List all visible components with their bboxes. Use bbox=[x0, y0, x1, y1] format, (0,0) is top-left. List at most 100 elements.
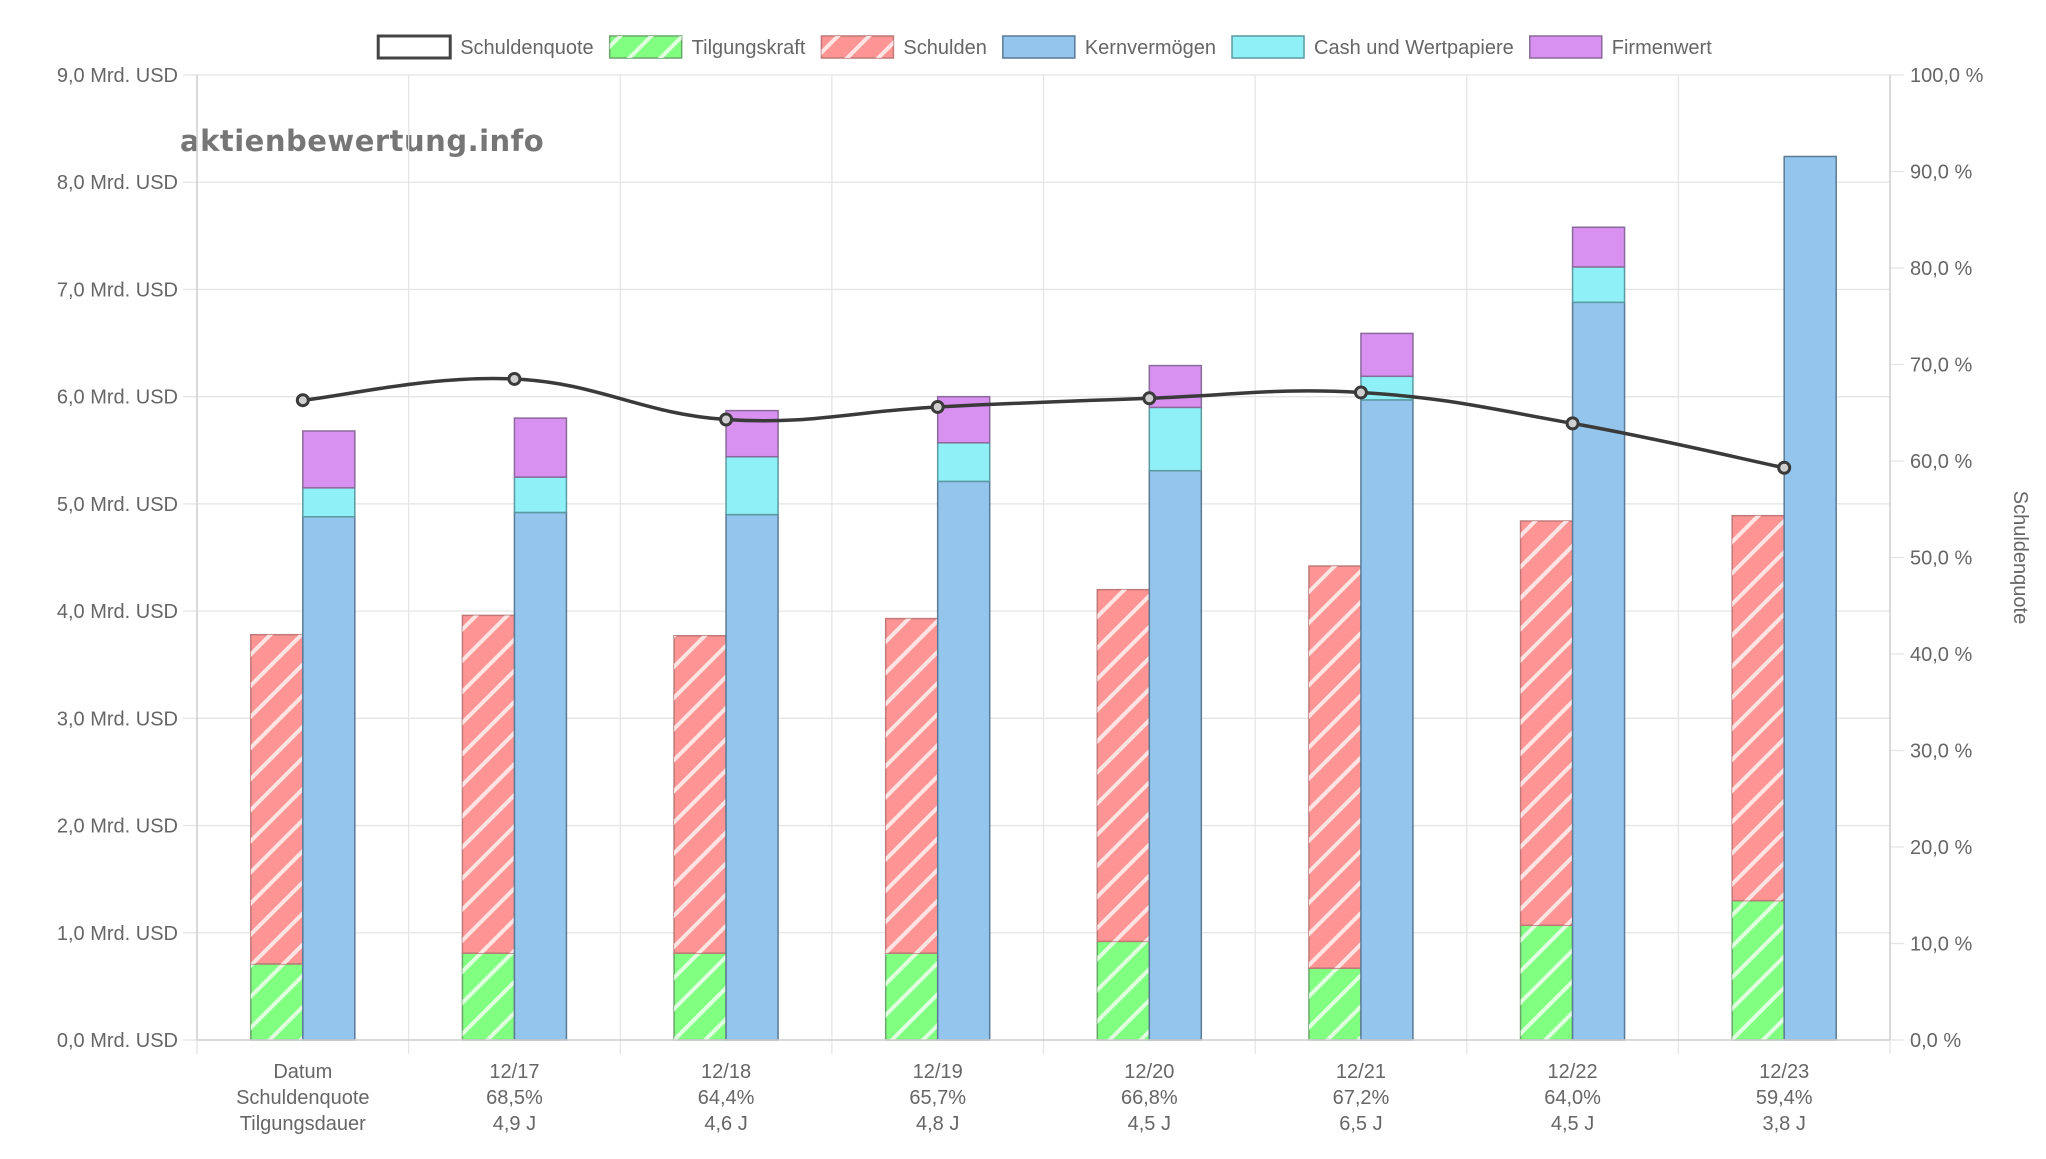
x-tick-label: 64,4% bbox=[698, 1087, 755, 1109]
y-tick-label: 4,0 Mrd. USD bbox=[57, 601, 178, 623]
y2-tick-label: 20,0 % bbox=[1910, 837, 1972, 859]
x-tick-label: Schuldenquote bbox=[236, 1087, 369, 1109]
y-tick-label: 1,0 Mrd. USD bbox=[57, 923, 178, 945]
bar-tilgungskraft-hatch bbox=[885, 953, 938, 1040]
schuldenquote-line-path bbox=[302, 376, 1785, 470]
bar-firmenwert bbox=[302, 430, 356, 489]
x-tick-label: 67,2% bbox=[1333, 1087, 1390, 1109]
bar-tilgungskraft-hatch bbox=[1097, 941, 1150, 1040]
y2-tick-label: 10,0 % bbox=[1910, 934, 1972, 956]
legend-swatch-hatch bbox=[821, 36, 894, 58]
y2-tick-label: 0,0 % bbox=[1910, 1030, 1961, 1052]
schuldenquote-point bbox=[719, 412, 734, 427]
bar-tilgungskraft-hatch bbox=[674, 953, 727, 1040]
bar-schulden-hatch bbox=[1520, 521, 1573, 926]
x-tick-label: 66,8% bbox=[1121, 1087, 1178, 1109]
x-tick-label: 6,5 J bbox=[1339, 1113, 1382, 1135]
legend-swatch bbox=[376, 34, 452, 60]
schuldenquote-point bbox=[1142, 391, 1157, 406]
x-tick-label: 4,9 J bbox=[493, 1113, 536, 1135]
legend: Schuldenquote Tilgungskraft Schulden Kernve… bbox=[376, 34, 1712, 60]
x-tick-label: 4,5 J bbox=[1551, 1113, 1594, 1135]
y2-tick-label: 60,0 % bbox=[1910, 451, 1972, 473]
bars bbox=[250, 155, 1837, 1041]
x-tick-label: 12/22 bbox=[1548, 1061, 1598, 1083]
legend-label: Schulden bbox=[903, 37, 986, 59]
bar-tilgungskraft-hatch bbox=[250, 963, 303, 1040]
bar-kernvermögen bbox=[1783, 155, 1837, 1041]
y-tick-label: 3,0 Mrd. USD bbox=[57, 708, 178, 730]
y-tick-label: 7,0 Mrd. USD bbox=[57, 279, 178, 301]
bar-tilgungskraft-hatch bbox=[1308, 968, 1361, 1040]
bar-kernvermögen bbox=[1360, 399, 1414, 1041]
y-tick-label: 0,0 Mrd. USD bbox=[57, 1030, 178, 1052]
y2-axis-title: Schuldenquote bbox=[2009, 491, 2031, 624]
x-tick-label: 4,6 J bbox=[704, 1113, 747, 1135]
bar-firmenwert bbox=[1148, 364, 1203, 409]
schuldenquote-point bbox=[1353, 385, 1368, 400]
bar-schulden-hatch bbox=[462, 615, 515, 954]
bar-firmenwert bbox=[1360, 332, 1414, 378]
y-tick-label: 5,0 Mrd. USD bbox=[57, 494, 178, 516]
y2-tick-label: 100,0 % bbox=[1910, 65, 1984, 87]
legend-swatch bbox=[1529, 35, 1603, 59]
x-tick-label: 59,4% bbox=[1756, 1087, 1813, 1109]
y-tick-label: 2,0 Mrd. USD bbox=[57, 816, 178, 838]
x-tick-label: 68,5% bbox=[486, 1087, 543, 1109]
bar-firmenwert bbox=[1571, 226, 1626, 268]
bar-cash-und-wertpapiere bbox=[1571, 266, 1626, 304]
schuldenquote-point bbox=[295, 393, 310, 408]
y2-tick-label: 70,0 % bbox=[1910, 355, 1972, 377]
y-tick-label: 8,0 Mrd. USD bbox=[57, 172, 178, 194]
bar-tilgungskraft-hatch bbox=[462, 953, 515, 1040]
schuldenquote-point bbox=[1565, 416, 1580, 431]
bar-firmenwert bbox=[725, 409, 779, 458]
y2-tick-label: 80,0 % bbox=[1910, 258, 1972, 280]
y2-tick-label: 40,0 % bbox=[1910, 644, 1972, 666]
legend-item: Firmenwert bbox=[1529, 35, 1712, 59]
bar-kernvermögen bbox=[302, 516, 356, 1041]
bar-cash-und-wertpapiere bbox=[302, 487, 356, 518]
bar-cash-und-wertpapiere bbox=[936, 442, 991, 483]
legend-label: Cash und Wertpapiere bbox=[1314, 37, 1514, 59]
y-tick-label: 9,0 Mrd. USD bbox=[57, 65, 178, 87]
legend-swatch bbox=[1002, 35, 1076, 59]
legend-label: Schuldenquote bbox=[460, 37, 593, 59]
x-tick-label: 4,8 J bbox=[916, 1113, 959, 1135]
y2-tick-label: 50,0 % bbox=[1910, 548, 1972, 570]
x-tick-label: 12/19 bbox=[913, 1061, 963, 1083]
legend-item: Kernvermögen bbox=[1002, 35, 1216, 59]
bar-cash-und-wertpapiere bbox=[725, 455, 779, 516]
schuldenquote-line bbox=[295, 371, 1792, 475]
schuldenquote-point bbox=[930, 399, 945, 414]
x-tick-label: 12/17 bbox=[489, 1061, 539, 1083]
legend-label: Tilgungskraft bbox=[692, 37, 806, 59]
legend-item: Cash und Wertpapiere bbox=[1231, 35, 1514, 59]
x-tick-label: 12/18 bbox=[701, 1061, 751, 1083]
bar-firmenwert bbox=[513, 417, 568, 478]
grid-lines bbox=[183, 74, 1904, 1054]
bar-schulden-hatch bbox=[1308, 566, 1361, 969]
bar-tilgungskraft-hatch bbox=[1520, 925, 1573, 1040]
legend-swatch bbox=[1231, 35, 1305, 59]
x-tick-label: 4,5 J bbox=[1128, 1113, 1171, 1135]
legend-item: Tilgungskraft bbox=[608, 35, 806, 59]
bar-cash-und-wertpapiere bbox=[1148, 406, 1203, 472]
bar-kernvermögen bbox=[1571, 301, 1626, 1041]
legend-label: Firmenwert bbox=[1612, 37, 1712, 59]
bar-cash-und-wertpapiere bbox=[513, 476, 568, 514]
x-tick-label: 12/21 bbox=[1336, 1061, 1386, 1083]
x-tick-label: 65,7% bbox=[909, 1087, 966, 1109]
bar-kernvermögen bbox=[936, 480, 991, 1041]
schuldenquote-point bbox=[507, 371, 522, 386]
x-tick-label: 12/23 bbox=[1759, 1061, 1809, 1083]
watermark: aktienbewertung.info bbox=[180, 124, 545, 158]
schuldenquote-point bbox=[1777, 460, 1792, 475]
x-tick-label: 12/20 bbox=[1124, 1061, 1174, 1083]
bar-kernvermögen bbox=[1148, 469, 1203, 1041]
bar-schulden-hatch bbox=[674, 635, 727, 954]
axes: 0,0 Mrd. USD 1,0 Mrd. USD 2,0 Mrd. USD 3,0 … bbox=[57, 65, 2031, 1135]
legend-swatch-hatch bbox=[609, 36, 682, 58]
legend-item: Schulden bbox=[820, 35, 987, 59]
